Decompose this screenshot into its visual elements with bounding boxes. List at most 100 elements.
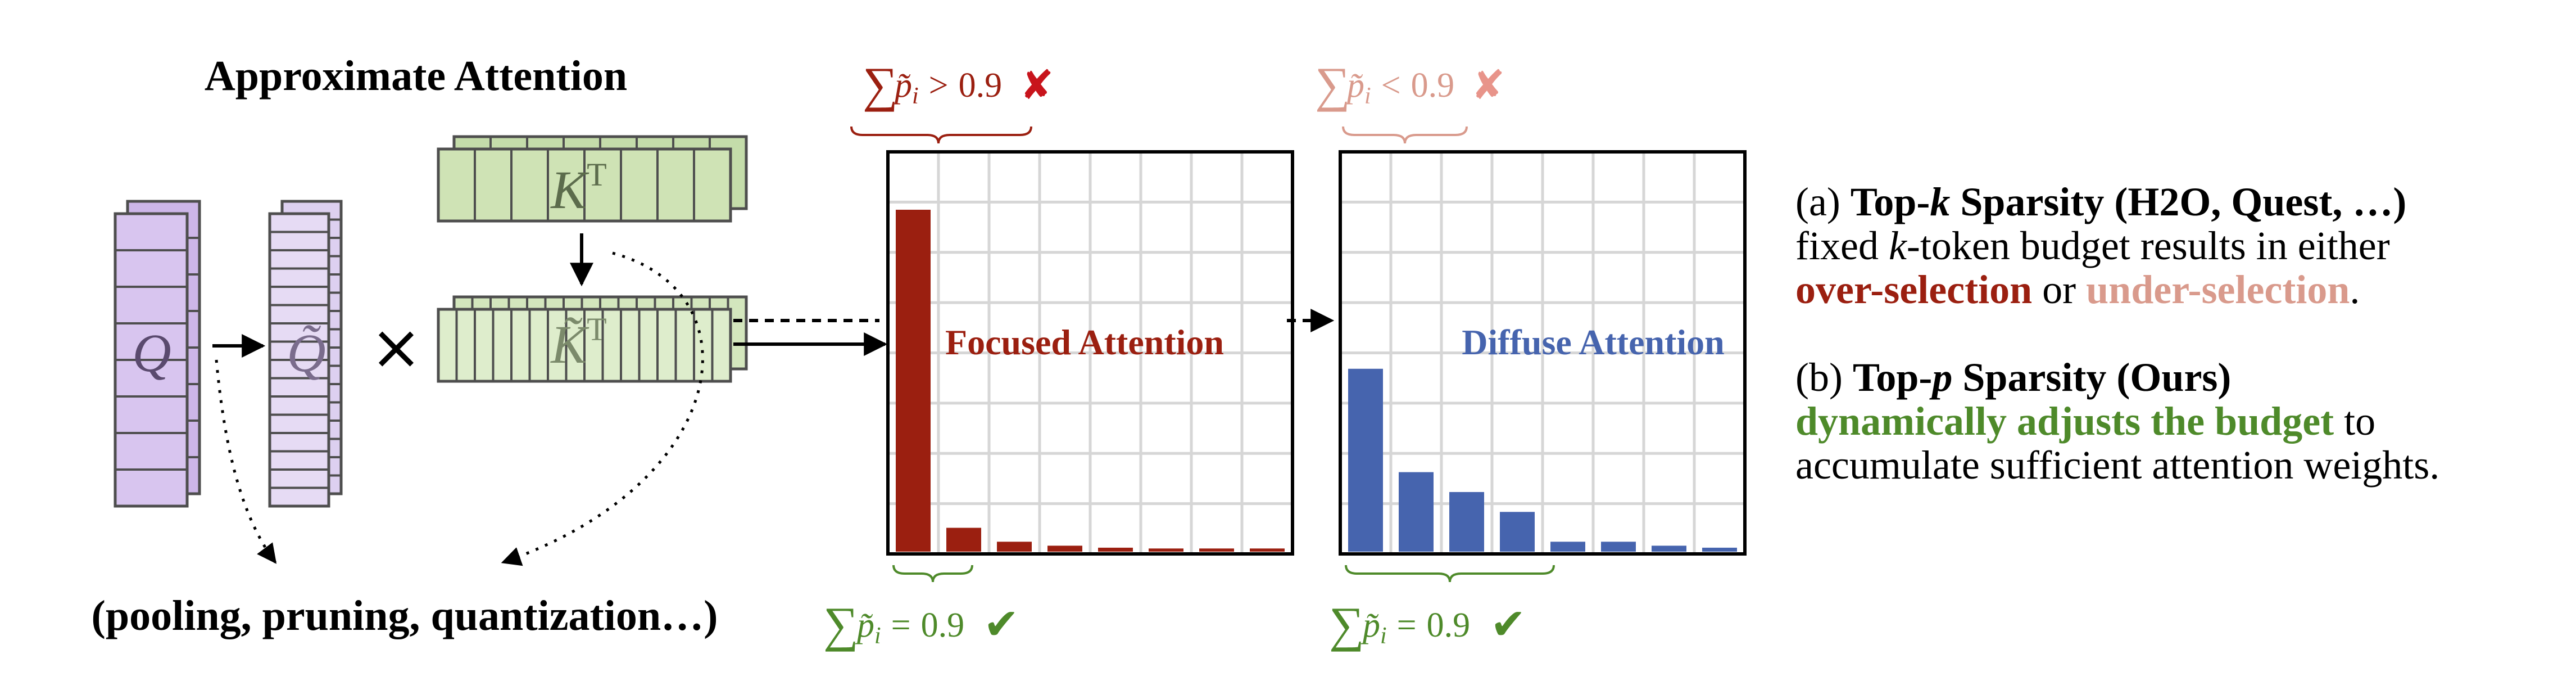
k-transpose-matrix	[437, 135, 748, 223]
diffuse-bottom-p: p̃	[1360, 606, 1380, 644]
q-matrix	[114, 200, 201, 508]
note-b-to: to	[2334, 399, 2376, 444]
note-b-prefix: (b)	[1795, 355, 1853, 400]
focused-bottom-p: p̃	[855, 606, 874, 644]
note-a-title: (a) Top-k Sparsity (H2O, Quest, …)	[1795, 180, 2571, 224]
note-b-line2: dynamically adjusts the budget to	[1795, 399, 2571, 443]
diffuse-bottom-i: i	[1380, 623, 1387, 649]
times-symbol: ×	[370, 311, 422, 383]
diffuse-top-rel: <	[1381, 66, 1401, 105]
focused-bar	[1047, 545, 1082, 552]
diffuse-top-sum-note: ∑ p̃i <0.9 ✘	[1315, 58, 1505, 112]
k-tilde-transpose-letter: K̃	[550, 314, 589, 375]
over-selection-text: over-selection	[1795, 267, 2033, 312]
note-a-title-k: k	[1930, 179, 1951, 224]
focused-top-sum-expr: p̃i >0.9	[892, 66, 1002, 109]
note-b-line3: accumulate sufficient attention weights.	[1795, 443, 2440, 488]
diffuse-top-val: 0.9	[1411, 66, 1455, 105]
q-tilde-label: Q̃	[287, 323, 325, 383]
diffuse-top-brace	[1342, 126, 1468, 144]
focused-bottom-sum-symbol: ∑	[823, 598, 859, 652]
dynamic-budget-text: dynamically adjusts the budget	[1795, 399, 2334, 444]
diffuse-top-i: i	[1364, 83, 1371, 109]
diffuse-bottom-check-icon: ✔	[1490, 599, 1526, 649]
focused-top-rel: >	[929, 66, 949, 105]
note-a-line3: over-selection or under-selection.	[1795, 268, 2571, 312]
k-transpose-letter: K	[550, 160, 589, 220]
k-tilde-transpose-superscript: T	[587, 311, 606, 348]
diffuse-bottom-sum-expr: p̃i = 0.9	[1360, 606, 1470, 649]
focused-top-brace	[850, 126, 1032, 144]
focused-bottom-brace	[892, 565, 973, 583]
diffuse-attention-label: Diffuse Attention	[1462, 322, 1725, 362]
diffuse-bar	[1601, 542, 1636, 552]
focused-bar	[1199, 548, 1234, 552]
focused-bottom-i: i	[874, 623, 881, 649]
diffuse-top-sum-symbol: ∑	[1315, 58, 1350, 112]
methods-caption: (pooling, pruning, quantization…)	[92, 592, 718, 639]
q-label: Q	[132, 323, 171, 383]
focused-top-p: p̃	[892, 66, 912, 105]
diffuse-top-p: p̃	[1345, 66, 1364, 105]
notes-gap	[1795, 312, 2571, 355]
diffuse-bar	[1550, 542, 1585, 552]
focused-bottom-val: 0.9	[921, 606, 965, 644]
diffuse-bar	[1348, 368, 1383, 552]
diffuse-frame	[1339, 150, 1747, 556]
focused-bar	[946, 527, 981, 552]
k-to-methods-dotted-arrow	[501, 251, 704, 566]
focused-bottom-check-icon: ✔	[983, 599, 1019, 649]
focused-attention-panel	[886, 150, 1294, 556]
note-a-prefix: (a)	[1795, 179, 1851, 224]
under-selection-text: under-selection	[2086, 267, 2350, 312]
k-tilde-transpose-matrix	[437, 295, 748, 383]
diffuse-bottom-val: 0.9	[1427, 606, 1471, 644]
note-b-title-1: Top-	[1852, 355, 1933, 400]
note-b-title-2: Sparsity (Ours)	[1952, 355, 2232, 400]
q-tilde-matrix	[268, 200, 343, 508]
diffuse-bar	[1399, 472, 1434, 552]
focused-top-cross-icon: ✘	[1020, 61, 1054, 109]
k-transpose-label: KT	[550, 156, 606, 220]
diffuse-bottom-rel: =	[1397, 606, 1417, 644]
k-tilde-transpose-label: K̃T	[550, 311, 606, 375]
diffuse-bar	[1652, 545, 1686, 552]
diffuse-attention-panel	[1339, 150, 1747, 556]
focused-frame	[886, 150, 1294, 556]
sparsity-notes: (a) Top-k Sparsity (H2O, Quest, …) fixed…	[1795, 180, 2571, 487]
q-to-methods-dotted-arrow	[215, 359, 277, 564]
approx-attention-title: Approximate Attention	[205, 52, 627, 100]
focused-bottom-rel: =	[891, 606, 911, 644]
focused-bar	[997, 542, 1032, 552]
note-a-line2-k: k	[1888, 223, 1907, 268]
note-a-end: .	[2350, 267, 2360, 312]
diffuse-bottom-brace	[1345, 565, 1555, 583]
focused-top-i: i	[912, 83, 919, 109]
focused-bar	[1098, 547, 1133, 552]
diffuse-top-cross-icon: ✘	[1471, 61, 1505, 109]
focused-bottom-sum-expr: p̃i = 0.9	[855, 606, 964, 649]
note-b-title-p: p	[1932, 355, 1953, 400]
focused-bar	[1250, 548, 1285, 552]
note-a-line2: fixed k-token budget results in either	[1795, 224, 2571, 268]
note-b-title: (b) Top-p Sparsity (Ours)	[1795, 355, 2571, 399]
focused-bar	[1149, 548, 1183, 552]
focused-attention-label: Focused Attention	[945, 322, 1224, 362]
focused-top-sum-symbol: ∑	[863, 58, 898, 112]
diffuse-bottom-sum-note: ∑ p̃i = 0.9 ✔	[1329, 598, 1526, 652]
diffuse-bar	[1702, 547, 1737, 552]
focused-top-val: 0.9	[959, 66, 1003, 105]
note-a-title-1: Top-	[1850, 179, 1930, 224]
focused-bottom-sum-note: ∑ p̃i = 0.9 ✔	[823, 598, 1019, 652]
note-a-line2-2: -token budget results in either	[1906, 223, 2390, 268]
note-a-line2-1: fixed	[1795, 223, 1889, 268]
diffuse-bottom-sum-symbol: ∑	[1329, 598, 1364, 652]
focused-bar	[896, 209, 931, 552]
diffuse-bar	[1449, 491, 1484, 552]
focused-top-sum-note: ∑ p̃i >0.9 ✘	[863, 58, 1054, 112]
note-a-or: or	[2032, 267, 2087, 312]
note-a-title-2: Sparsity (H2O, Quest, …)	[1950, 179, 2407, 224]
diffuse-bar	[1500, 512, 1535, 552]
diffuse-top-sum-expr: p̃i <0.9	[1345, 66, 1454, 109]
